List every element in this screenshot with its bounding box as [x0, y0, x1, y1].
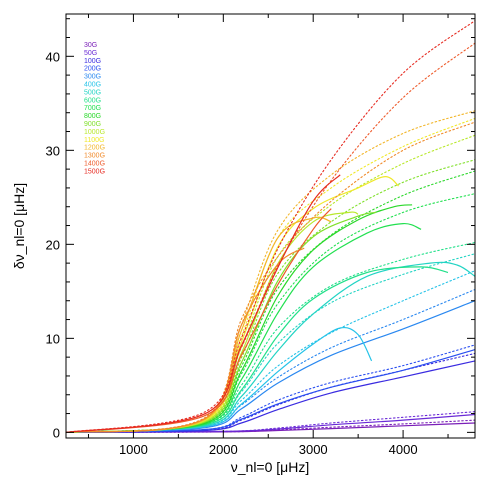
- legend-entry: 30G: [84, 42, 97, 49]
- legend-entry: 1300G: [84, 153, 105, 160]
- series-1100g-solid-line: [65, 175, 399, 433]
- series-800g-dotted-line: [65, 170, 476, 433]
- series-300g-solid-line: [65, 300, 476, 433]
- series-500g-dotted-line: [65, 253, 476, 433]
- series-600g-solid-line: [65, 266, 449, 433]
- y-tick-label: 0: [53, 425, 60, 440]
- legend-entry: 300G: [84, 74, 101, 81]
- legend-entry: 500G: [84, 89, 101, 96]
- series-1500g-solid-line: [65, 174, 341, 433]
- x-axis-label: ν_nl=0 [μHz]: [231, 459, 310, 475]
- series-1000g-dotted-line: [65, 134, 476, 433]
- legend-entry: 600G: [84, 97, 101, 104]
- series-700g-solid-line: [65, 222, 422, 433]
- y-tick-label: 30: [46, 143, 60, 158]
- legend-entry: 700G: [84, 105, 101, 112]
- x-tick-label: 3000: [299, 442, 328, 457]
- series-1300g-dotted-line: [65, 121, 476, 433]
- x-tick-label: 4000: [389, 442, 418, 457]
- legend-entry: 50G: [84, 50, 97, 57]
- series-800g-solid-line: [65, 204, 413, 433]
- axis-layer: 1000 2000 3000 4000 0 10 20 30 40: [46, 14, 475, 457]
- series-200g-solid-line: [65, 349, 476, 433]
- series-1100g-dotted-line: [65, 117, 476, 433]
- legend-entry: 200G: [84, 66, 101, 73]
- y-tick-label: 40: [46, 49, 60, 64]
- series-400g-solid-line: [65, 326, 373, 433]
- series-600g-dotted-line: [65, 241, 476, 433]
- x-tick-label: 2000: [209, 442, 238, 457]
- series-1000g-solid-line: [65, 211, 359, 433]
- series-700g-dotted-line: [65, 193, 476, 433]
- y-axis-label: δν_nl=0 [μHz]: [11, 183, 27, 269]
- legend-entry: 1100G: [84, 137, 105, 144]
- legend-entry: 400G: [84, 82, 101, 89]
- legend-entry: 900G: [84, 121, 101, 128]
- series-500g-solid-line: [65, 261, 476, 433]
- series-100g-solid-line: [65, 360, 476, 433]
- x-tick-label: 1000: [119, 442, 148, 457]
- series-900g-dotted-line: [65, 159, 476, 433]
- series-1400g-solid-line: [65, 208, 332, 433]
- series-1200g-solid-line: [65, 216, 332, 433]
- legend-entry: 1200G: [84, 145, 105, 152]
- legend-entry: 1000G: [84, 129, 105, 136]
- legend: 30G50G100G200G300G400G500G600G700G800G90…: [84, 42, 105, 175]
- legend-entry: 1500G: [84, 168, 105, 175]
- legend-entry: 100G: [84, 58, 101, 65]
- y-tick-label: 10: [46, 331, 60, 346]
- series-layer: [65, 20, 476, 433]
- series-1500g-dotted-line: [65, 20, 476, 433]
- legend-entry: 1400G: [84, 161, 105, 168]
- y-tick-label: 20: [46, 237, 60, 252]
- legend-entry: 800G: [84, 113, 101, 120]
- series-100g-dotted-line: [65, 352, 476, 433]
